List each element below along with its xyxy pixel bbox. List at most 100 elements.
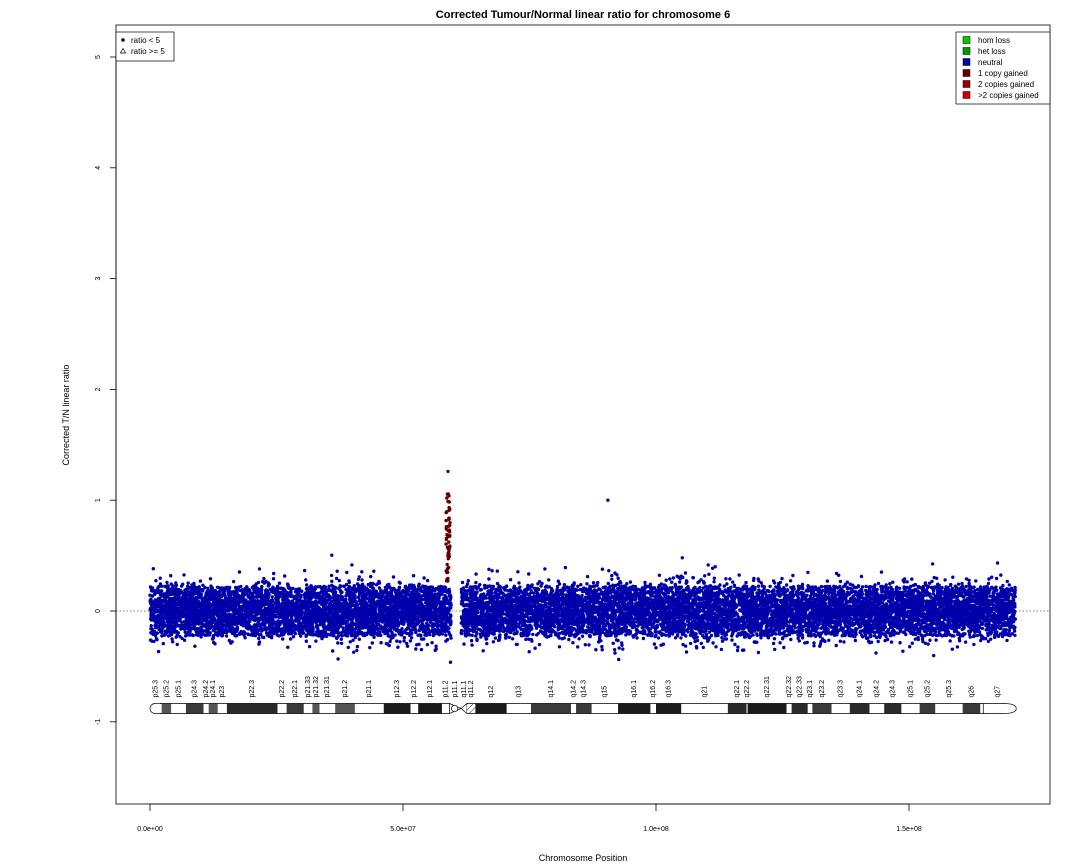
data-point <box>773 647 777 652</box>
data-point <box>675 574 679 578</box>
data-point <box>994 576 999 581</box>
data-point <box>838 579 843 584</box>
data-point <box>617 646 621 650</box>
data-point <box>823 639 827 644</box>
data-point <box>664 578 668 582</box>
data-point <box>414 647 418 651</box>
data-point <box>616 576 620 580</box>
data-point <box>876 639 880 644</box>
data-point <box>812 641 816 645</box>
data-point <box>314 639 318 643</box>
data-point <box>291 635 296 639</box>
data-point <box>182 573 186 577</box>
data-point <box>930 562 935 566</box>
data-point <box>791 573 795 578</box>
data-point <box>910 641 914 645</box>
data-point <box>543 567 547 571</box>
data-point <box>731 580 735 584</box>
data-point <box>706 563 710 567</box>
y-tick-label: 3 <box>95 277 102 281</box>
data-point <box>474 580 478 585</box>
data-point <box>898 641 902 645</box>
data-point <box>834 643 838 648</box>
data-point <box>583 643 587 647</box>
y-tick-label: 5 <box>95 55 102 59</box>
x-tick-label: 1.5e+08 <box>896 826 922 833</box>
data-point <box>943 578 947 582</box>
data-point <box>964 577 969 581</box>
data-point <box>155 638 159 642</box>
data-point <box>694 644 699 649</box>
data-point <box>171 640 175 644</box>
data-point <box>683 571 688 575</box>
data-point <box>720 639 725 643</box>
data-point <box>910 577 914 581</box>
data-point <box>668 577 672 581</box>
data-point <box>211 640 216 645</box>
data-point <box>600 644 604 649</box>
y-tick-label: 4 <box>95 166 102 170</box>
data-point <box>517 581 521 585</box>
data-point <box>444 639 448 643</box>
data-point <box>913 583 917 587</box>
data-point <box>156 649 161 654</box>
data-point <box>151 567 155 571</box>
data-points <box>148 469 1017 664</box>
data-point <box>169 574 173 578</box>
data-point <box>951 575 955 579</box>
y-tick-label: -1 <box>95 719 102 725</box>
data-point <box>606 581 610 586</box>
data-point <box>576 645 580 649</box>
data-point <box>673 636 678 640</box>
data-point <box>402 639 406 643</box>
data-point <box>949 582 953 587</box>
data-point <box>772 637 777 641</box>
data-point <box>352 650 356 654</box>
data-point <box>449 636 453 640</box>
data-point <box>154 579 158 583</box>
y-tick-label: 1 <box>95 498 102 502</box>
data-point <box>335 569 339 573</box>
data-point <box>307 644 312 649</box>
data-point <box>527 572 531 576</box>
data-point <box>470 643 474 647</box>
data-point <box>531 632 535 637</box>
data-point <box>610 577 614 581</box>
data-point <box>876 581 881 586</box>
data-point <box>979 638 983 643</box>
data-point <box>684 650 689 654</box>
data-point <box>193 644 197 648</box>
data-point <box>960 581 964 586</box>
data-point <box>712 580 716 584</box>
data-point <box>654 633 658 637</box>
data-point <box>485 641 489 646</box>
data-point <box>879 570 884 574</box>
data-point <box>670 580 674 584</box>
y-tick-label: 2 <box>95 387 102 391</box>
data-point <box>657 573 662 577</box>
data-point <box>972 642 976 647</box>
data-point <box>579 583 583 587</box>
data-point <box>620 643 624 647</box>
data-point <box>337 578 341 583</box>
x-tick-label: 0.0e+00 <box>137 826 163 833</box>
data-point <box>514 642 519 647</box>
data-point <box>271 577 276 581</box>
data-point <box>782 645 786 650</box>
data-point <box>256 580 261 585</box>
data-point <box>654 646 658 650</box>
data-point <box>281 637 285 641</box>
data-point <box>621 647 625 651</box>
data-point <box>266 581 270 585</box>
data-point <box>724 577 728 581</box>
data-point <box>990 585 994 589</box>
data-point <box>635 636 639 640</box>
data-point <box>714 645 718 649</box>
data-point <box>812 644 816 648</box>
data-point <box>681 642 685 647</box>
data-point <box>703 574 707 578</box>
data-point <box>288 637 293 641</box>
data-point <box>1001 583 1005 588</box>
data-point <box>351 638 355 642</box>
